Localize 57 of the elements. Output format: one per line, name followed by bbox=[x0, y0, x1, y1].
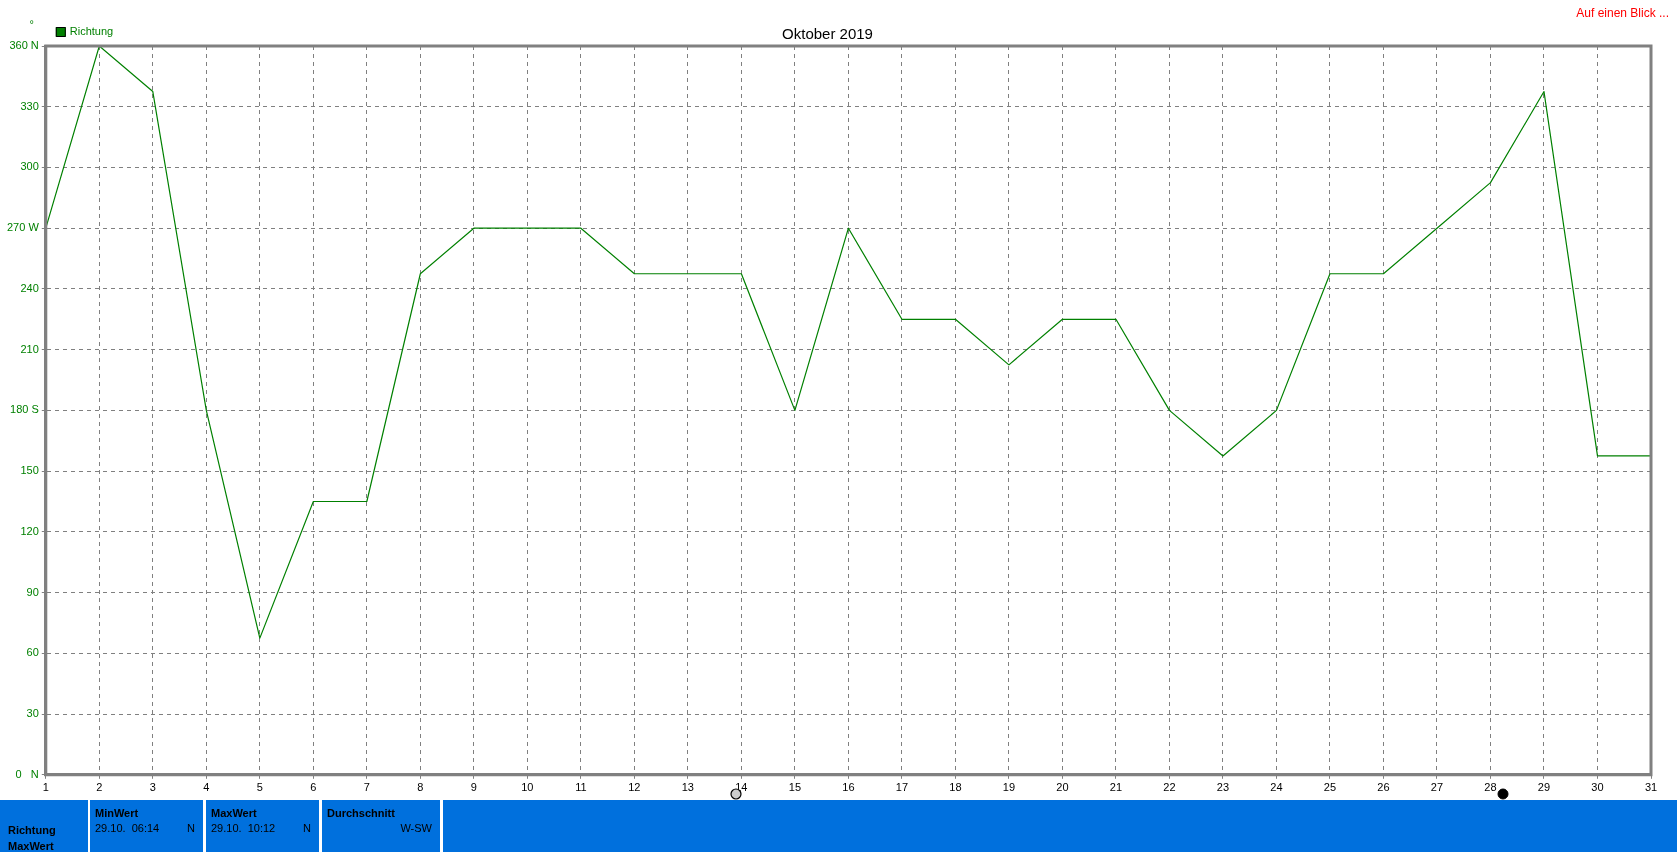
legend-label: Richtung bbox=[69, 25, 114, 38]
x-tick-label: 20 bbox=[1056, 781, 1069, 794]
text: MaxWert bbox=[211, 807, 257, 819]
x-tick-label: 30 bbox=[1591, 781, 1604, 794]
x-tick-label: 25 bbox=[1323, 781, 1337, 794]
x-tick-label: 12 bbox=[628, 781, 641, 794]
text: N bbox=[187, 822, 195, 834]
y-tick-label: 330 bbox=[20, 99, 39, 112]
y-axis-title: ° bbox=[29, 18, 34, 30]
x-tick-label: 1 bbox=[42, 781, 49, 794]
x-tick-label: 13 bbox=[681, 781, 694, 794]
y-tick-label: 60 bbox=[26, 646, 39, 659]
x-tick-label: 24 bbox=[1270, 781, 1283, 794]
y-tick-label: 360 N bbox=[9, 39, 39, 52]
x-tick-label: 6 bbox=[310, 781, 317, 794]
x-tick-label: 23 bbox=[1216, 781, 1230, 794]
y-tick-label: 0 N bbox=[15, 767, 39, 780]
x-tick-label: 29 bbox=[1537, 781, 1551, 794]
x-tick-label: 4 bbox=[203, 781, 210, 794]
x-tick-label: 2 bbox=[96, 781, 103, 794]
x-tick-label: 17 bbox=[895, 781, 909, 794]
y-tick-label: 210 bbox=[20, 342, 39, 355]
text: N bbox=[303, 822, 311, 834]
y-tick-label: 270 W bbox=[6, 221, 40, 234]
x-tick-label: 26 bbox=[1377, 781, 1390, 794]
x-tick-label: 15 bbox=[788, 781, 802, 794]
x-tick-label: 16 bbox=[842, 781, 855, 794]
y-tick-label: 240 bbox=[20, 281, 39, 294]
x-tick-label: 8 bbox=[417, 781, 424, 794]
text: Richtung bbox=[8, 824, 56, 836]
x-tick-label: 5 bbox=[256, 781, 263, 794]
text: W-SW bbox=[400, 822, 432, 834]
text: MinWert bbox=[95, 807, 139, 819]
y-tick-label: 300 bbox=[20, 160, 39, 173]
x-tick-label: 27 bbox=[1430, 781, 1444, 794]
x-tick-label: 22 bbox=[1163, 781, 1176, 794]
x-tick-label: 18 bbox=[949, 781, 962, 794]
y-tick-label: 150 bbox=[20, 464, 39, 477]
text: Auf einen Blick ... bbox=[1576, 6, 1669, 20]
x-tick-label: 9 bbox=[470, 781, 477, 794]
text: 29.10. 10:12 bbox=[211, 822, 276, 834]
x-tick-label: 3 bbox=[149, 781, 156, 794]
x-tick-label: 28 bbox=[1484, 781, 1497, 794]
text: Durchschnitt bbox=[327, 807, 395, 819]
x-tick-label: 19 bbox=[1002, 781, 1016, 794]
y-tick-label: 30 bbox=[26, 707, 39, 720]
y-tick-label: 90 bbox=[26, 585, 39, 598]
text: 29.10. 06:14 bbox=[95, 822, 160, 834]
y-tick-label: 120 bbox=[20, 524, 39, 537]
x-tick-label: 7 bbox=[363, 781, 370, 794]
x-tick-label: 31 bbox=[1644, 781, 1658, 794]
x-tick-label: 11 bbox=[575, 781, 587, 794]
text: MaxWert bbox=[8, 840, 54, 852]
chart-title: Oktober 2019 bbox=[782, 25, 873, 43]
x-tick-label: 10 bbox=[521, 781, 534, 794]
x-tick-label: 21 bbox=[1109, 781, 1123, 794]
y-tick-label: 180 S bbox=[10, 403, 39, 416]
